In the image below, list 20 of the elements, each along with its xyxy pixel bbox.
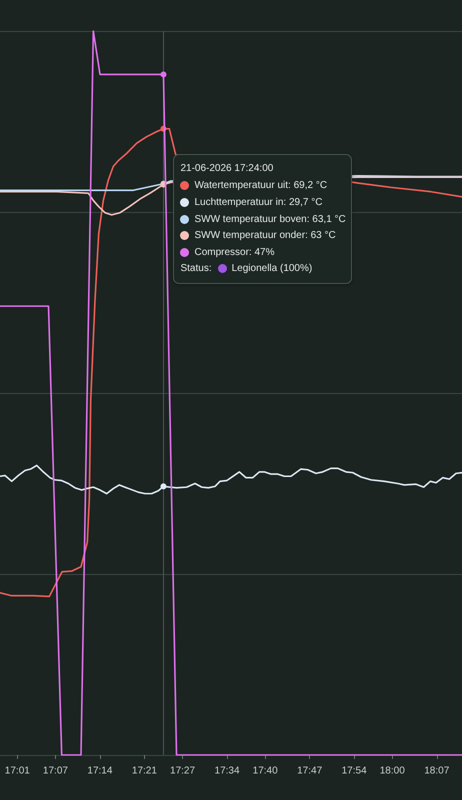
x-tick-label: 17:21: [132, 766, 158, 776]
annotation: 21-06-2026 17:24:00: [180, 162, 274, 176]
x-tick-label: 17:14: [87, 766, 113, 776]
x-tick-label: 18:07: [424, 766, 450, 776]
x-tick-label: 17:40: [252, 766, 278, 776]
x-tick-label: 17:54: [342, 766, 368, 776]
annotation: Status:: [180, 263, 212, 274]
x-tick-label: 17:47: [297, 766, 323, 776]
annotation: Legionella (100%): [232, 263, 312, 274]
annotation: Luchttemperatuur in: 29,7 °C: [194, 196, 322, 208]
x-tick-label: 17:01: [4, 766, 30, 776]
annotation: SWW temperatuur onder: 63 °C: [194, 230, 336, 242]
annotation: Watertemperatuur uit: 69,2 °C: [194, 180, 328, 192]
x-tick-label: 17:27: [170, 766, 196, 776]
x-tick-label: 17:07: [42, 766, 68, 776]
x-tick-label: 17:34: [214, 766, 240, 776]
annotation: Compressor: 47%: [194, 246, 274, 258]
x-tick-label: 18:00: [380, 766, 406, 776]
point: [160, 483, 166, 490]
annotation: SWW temperatuur boven: 63,1 °C: [194, 214, 346, 225]
